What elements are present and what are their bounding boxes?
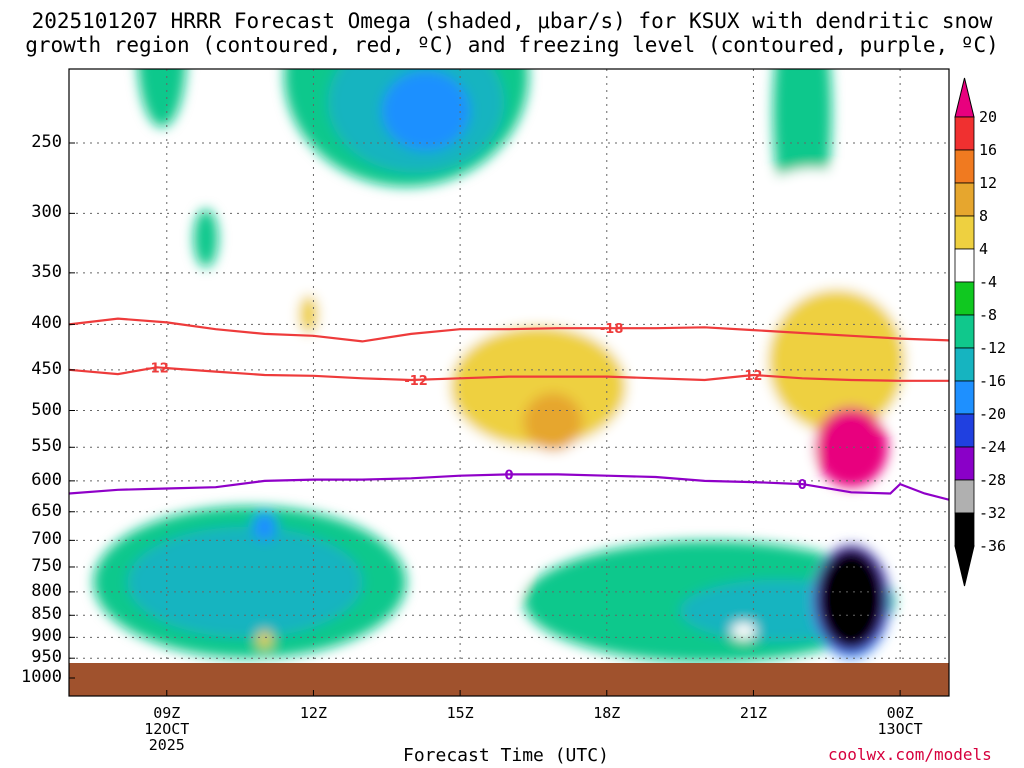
colorbar-swatch [954,149,975,184]
colorbar-label: -36 [979,537,1007,555]
y-tick-label: 350 [31,261,62,282]
credit-link[interactable]: coolwx.com/models [828,745,992,764]
colorbar-label: -24 [979,438,1007,456]
omega-region-24 [731,622,756,640]
y-tick-label: 850 [31,604,62,625]
colorbar-swatch [954,314,975,349]
colorbar-label: 8 [979,207,989,225]
y-tick-label: 700 [31,529,62,550]
dgz-contour-0 [69,317,949,343]
freezing-level-label-2: 0 [798,478,807,493]
colorbar-swatch [954,116,975,151]
colorbar-swatch [954,347,975,382]
y-tick-label: 1000 [21,667,62,687]
dgz-contour-label-1: -12 [145,361,169,376]
colorbar-swatch [954,413,975,448]
omega-region-13 [814,407,888,488]
y-tick-label: 500 [31,399,62,420]
x-tick-label: 12Z [299,704,327,722]
y-tick-label: 400 [31,313,62,334]
omega-region-9 [254,278,353,426]
dgz-contour-label-0: -18 [600,322,624,337]
colorbar-swatch [954,182,975,217]
omega-region-22 [504,554,524,595]
omega-region-3 [381,71,470,151]
y-tick-label: 800 [31,580,62,601]
omega-region-8 [523,393,583,451]
dgz-contour-1 [69,366,949,382]
x-tick-label: 21Z [739,704,767,722]
plot-frame [68,68,950,697]
omega-region-5 [193,209,219,268]
y-tick-label: 250 [31,132,62,152]
colorbar-label: -16 [979,372,1007,390]
ground-surface [69,663,949,696]
dgz-contour-label2-1: -12 [404,374,428,389]
omega-region-15 [127,526,363,638]
x-axis-label: Forecast Time (UTC) [403,745,609,766]
y-tick-label: 900 [31,626,62,647]
omega-region-23 [257,631,272,648]
y-tick-label: 750 [31,555,62,576]
dgz-contour-label3-1: 12 [744,369,762,384]
colorbar-label: 12 [979,174,998,192]
colorbar-swatch [954,248,975,283]
colorbar-label: 4 [979,240,989,258]
x-tick-label: 15Z [446,704,474,722]
y-tick-label: 450 [31,358,62,379]
y-tick-label: 300 [31,202,62,223]
omega-region-10 [298,295,319,334]
y-tick-label: 950 [31,647,62,668]
colorbar-label: 20 [979,108,998,126]
x-tick-label: 09Z 12OCT 2025 [144,704,190,754]
colorbar-label: -28 [979,471,1007,489]
colorbar-swatch [954,215,975,250]
omega-region-16 [252,512,277,541]
omega-region-12 [768,289,905,433]
colorbar-label: -8 [979,306,998,324]
colorbar-bottom-arrow [954,545,975,587]
y-tick-label: 600 [31,469,62,490]
x-tick-label: 00Z 13OCT [877,704,923,738]
colorbar-swatch [954,380,975,415]
colorbar-top-arrow [954,77,975,118]
colorbar-label: -20 [979,405,1007,423]
omega-region-7 [450,325,627,448]
colorbar-swatch [954,512,975,547]
colorbar-swatch [954,281,975,316]
colorbar-swatch [954,446,975,481]
y-tick-label: 650 [31,500,62,521]
colorbar-label: -4 [979,273,998,291]
colorbar-label: -32 [979,504,1007,522]
omega-region-21 [817,548,886,650]
freezing-level-contour [69,473,949,501]
colorbar-label: -12 [979,339,1007,357]
x-tick-label: 18Z [593,704,621,722]
chart-title-line-1: 2025101207 HRRR Forecast Omega (shaded, … [31,9,993,33]
freezing-level-label: 0 [504,468,513,483]
colorbar-label: 16 [979,141,998,159]
y-tick-label: 550 [31,436,62,457]
colorbar-swatch [954,479,975,514]
omega-region-0 [137,69,186,128]
chart-title-line-2: growth region (contoured, red, ºC) and f… [25,33,999,57]
